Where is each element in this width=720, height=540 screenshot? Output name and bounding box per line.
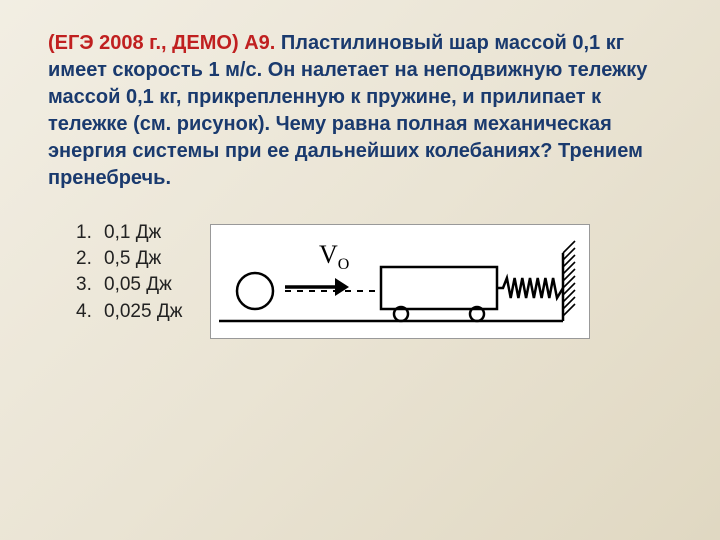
option-number: 3. xyxy=(76,272,104,298)
answer-options: 1. 0,1 Дж 2. 0,5 Дж 3. 0,05 Дж 4. 0,025 … xyxy=(48,220,182,325)
bottom-row: 1. 0,1 Дж 2. 0,5 Дж 3. 0,05 Дж 4. 0,025 … xyxy=(48,220,672,339)
slide: (ЕГЭ 2008 г., ДЕМО) А9. Пластилиновый ша… xyxy=(0,0,720,540)
option-label: 0,5 Дж xyxy=(104,246,161,272)
option-3: 3. 0,05 Дж xyxy=(76,272,182,298)
option-4: 4. 0,025 Дж xyxy=(76,299,182,325)
option-label: 0,05 Дж xyxy=(104,272,172,298)
option-2: 2. 0,5 Дж xyxy=(76,246,182,272)
option-label: 0,025 Дж xyxy=(104,299,182,325)
option-1: 1. 0,1 Дж xyxy=(76,220,182,246)
figure-svg: VO xyxy=(211,225,591,340)
option-number: 1. xyxy=(76,220,104,246)
problem-text: (ЕГЭ 2008 г., ДЕМО) А9. Пластилиновый ша… xyxy=(48,30,672,192)
option-label: 0,1 Дж xyxy=(104,220,161,246)
problem-source: (ЕГЭ 2008 г., ДЕМО) А9. xyxy=(48,32,275,54)
option-number: 4. xyxy=(76,299,104,325)
figure: VO xyxy=(210,224,590,339)
problem-body: Пластилиновый шар массой 0,1 кг имеет ск… xyxy=(48,32,647,189)
option-number: 2. xyxy=(76,246,104,272)
svg-text:VO: VO xyxy=(319,240,349,273)
